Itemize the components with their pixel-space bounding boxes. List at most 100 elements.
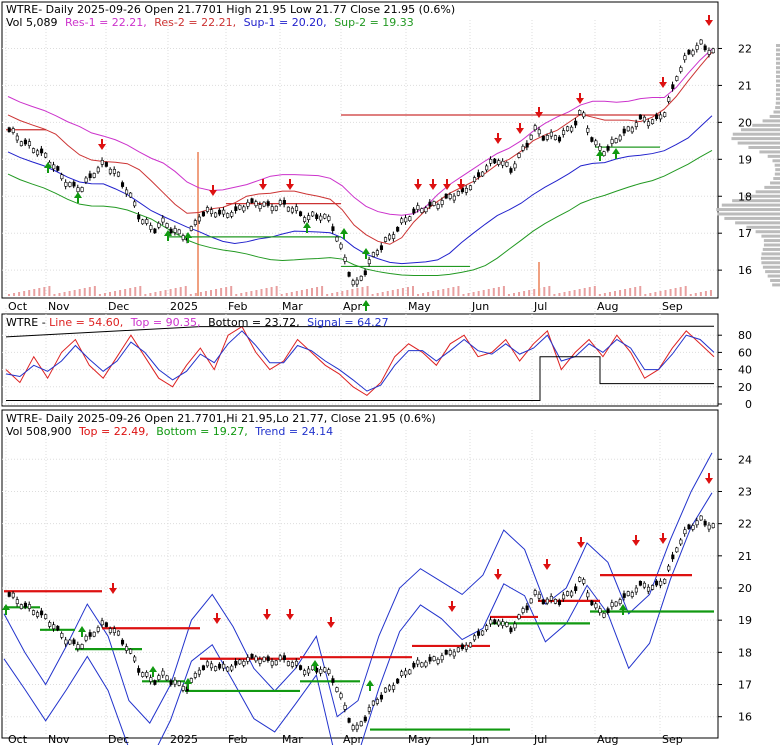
- volume-bar: [457, 286, 460, 296]
- volume-bar: [341, 291, 344, 296]
- volume-bar: [654, 292, 657, 296]
- candle-body: [137, 668, 141, 673]
- candle-body: [428, 656, 432, 662]
- volume-bar: [401, 288, 404, 296]
- sup2-readout: Sup-2 = 19.33: [334, 16, 414, 29]
- volume-profile-bar: [732, 199, 780, 203]
- volume-profile-bar: [776, 48, 780, 52]
- oscillator-top-line: [5, 325, 715, 338]
- candle-body: [201, 211, 206, 217]
- volume-bar: [260, 289, 263, 296]
- candle-body: [96, 627, 100, 632]
- volume-bar: [275, 286, 278, 296]
- volume-bar: [513, 293, 515, 296]
- candle-body: [602, 612, 606, 618]
- buy-arrow: [303, 222, 311, 233]
- volume-bar: [619, 290, 622, 296]
- sell-arrow: [705, 15, 713, 26]
- candle-body: [116, 171, 121, 177]
- candle-body: [432, 656, 436, 661]
- x-tick-label: Aug: [597, 300, 618, 313]
- candle-body: [15, 135, 19, 141]
- sell-arrow: [209, 185, 217, 196]
- candle-body: [80, 644, 84, 649]
- candle-body: [412, 208, 416, 214]
- volume-bar: [23, 291, 26, 296]
- volume-profile-bar: [775, 168, 780, 172]
- candle-body: [11, 128, 15, 133]
- x-tick-label: Sep: [662, 733, 683, 745]
- candle-body: [274, 660, 278, 666]
- candle-body: [173, 679, 177, 685]
- volume-bar: [189, 294, 192, 296]
- candle-body: [214, 666, 218, 671]
- sell-arrow: [443, 179, 451, 190]
- candle-body: [691, 50, 695, 56]
- candle-body: [319, 215, 323, 221]
- candle-body: [472, 635, 477, 641]
- y-tick-label: 23: [738, 485, 752, 498]
- candle-body: [655, 114, 659, 119]
- trend-readout: Trend = 24.14: [254, 425, 333, 438]
- candle-body: [400, 218, 404, 224]
- candle-body: [40, 148, 44, 154]
- candle-body: [44, 614, 48, 619]
- svg-text:WTRE- Daily 2025-09-26 Open 21: WTRE- Daily 2025-09-26 Open 21.7701,Hi 2…: [6, 412, 436, 425]
- candle-body: [40, 610, 44, 616]
- candle-body: [238, 204, 242, 210]
- y-tick-label: 20: [738, 582, 752, 595]
- candle-body: [626, 126, 630, 132]
- sell-arrow: [109, 583, 117, 594]
- candle-body: [440, 655, 444, 661]
- buy-arrow: [78, 626, 86, 637]
- volume-bar: [614, 291, 616, 296]
- volume-bar: [88, 287, 91, 296]
- volume-profile-bar: [721, 203, 780, 207]
- volume-bar: [608, 292, 611, 296]
- candle-body: [570, 591, 574, 597]
- buy-arrow: [184, 678, 192, 689]
- candle-body: [335, 687, 339, 692]
- candle-body: [642, 582, 647, 588]
- candle-body: [7, 127, 11, 133]
- candle-body: [622, 593, 626, 598]
- candle-body: [359, 721, 363, 727]
- candle-body: [303, 217, 307, 222]
- volume-bar: [659, 291, 662, 296]
- candle-body: [561, 594, 566, 600]
- oscillator-signal-line: [5, 330, 715, 392]
- volume-bar: [629, 288, 632, 296]
- candle-body: [294, 660, 299, 666]
- candle-body: [691, 525, 695, 530]
- candle-body: [655, 580, 659, 586]
- volume-bar: [98, 294, 101, 296]
- volume-bar: [452, 287, 455, 296]
- candle-body: [193, 220, 197, 225]
- candle-body: [468, 642, 473, 648]
- volume-profile-bar: [755, 230, 780, 234]
- volume-bar: [48, 286, 51, 296]
- candle-body: [274, 205, 278, 211]
- x-tick-label: Dec: [108, 733, 129, 745]
- candle-body: [699, 39, 703, 45]
- candle-body: [193, 673, 197, 678]
- ohlc-summary: - Daily 2025-09-26 Open 21.7701,Hi 21.95…: [38, 412, 436, 425]
- volume-profile-bar: [767, 154, 780, 158]
- candle-body: [189, 226, 193, 231]
- candle-body: [642, 116, 647, 122]
- candle-body: [541, 599, 545, 605]
- candle-body: [278, 200, 282, 205]
- volume-profile-bar: [776, 44, 780, 48]
- candle-body: [375, 699, 379, 704]
- candle-body: [52, 624, 56, 630]
- sell-arrow: [516, 123, 524, 134]
- x-tick-label: Mar: [282, 300, 303, 313]
- buy-arrow: [149, 666, 157, 677]
- candle-body: [659, 580, 663, 586]
- volume-bar: [159, 291, 162, 296]
- x-tick-label: Jun: [471, 300, 489, 313]
- sell-arrow: [448, 601, 456, 612]
- candle-body: [598, 146, 602, 151]
- volume-profile-bar: [774, 172, 780, 176]
- y-tick-label: 60: [738, 346, 752, 359]
